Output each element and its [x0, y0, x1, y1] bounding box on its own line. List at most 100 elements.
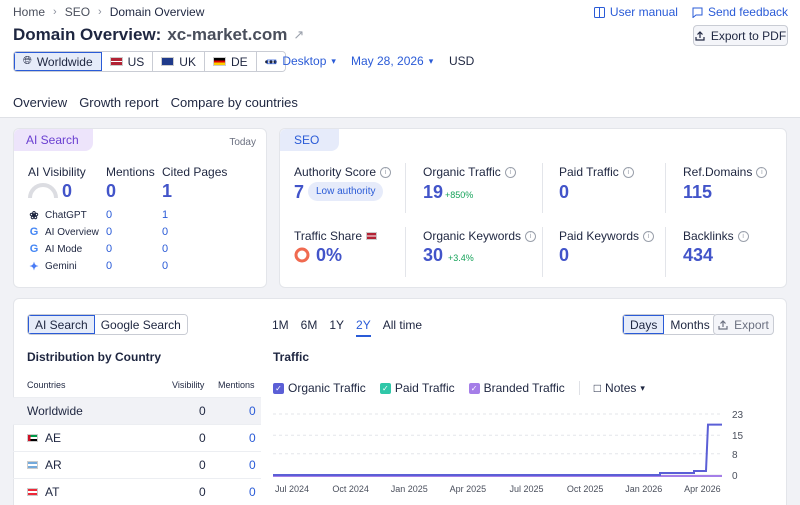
row-country: AT — [45, 485, 60, 499]
table-row[interactable]: AT 0 0 — [13, 478, 261, 505]
date-select[interactable]: May 28, 2026 ▾ — [351, 54, 433, 68]
source-mentions[interactable]: 0 — [106, 209, 113, 221]
export-pdf-button[interactable]: Export to PDF — [693, 25, 788, 46]
range-tabs: 1M 6M 1Y 2Y All time — [272, 318, 422, 337]
source-cited[interactable]: 0 — [162, 226, 169, 238]
source-ai-overview: G AI Overview — [28, 226, 99, 238]
range-2y[interactable]: 2Y — [356, 318, 371, 337]
organic-traffic-label: Organic Traffic i — [423, 165, 516, 179]
db-tab-uk[interactable]: UK — [153, 52, 205, 71]
info-icon[interactable]: i — [525, 230, 537, 242]
backlinks-label: Backlinks i — [683, 229, 749, 243]
breadcrumb-seo[interactable]: SEO — [64, 5, 91, 19]
ai-visibility-value[interactable]: 0 — [62, 181, 73, 201]
more-databases-button[interactable]: ••• — [256, 52, 286, 71]
notes-button[interactable]: □ Notes ▾ — [594, 381, 645, 395]
row-mentions[interactable]: 0 — [249, 404, 256, 418]
breadcrumb-home[interactable]: Home — [13, 5, 46, 19]
device-select[interactable]: ▭ Desktop ▾ — [266, 54, 336, 68]
row-mentions[interactable]: 0 — [249, 485, 256, 499]
gemini-icon: ✦ — [29, 261, 39, 273]
info-icon[interactable]: i — [737, 230, 749, 242]
chevron-down-icon: ▾ — [428, 55, 434, 66]
backlinks-value[interactable]: 434 — [683, 245, 714, 265]
info-icon[interactable]: i — [643, 230, 655, 242]
organic-traffic-value[interactable]: 19 — [423, 182, 444, 202]
external-link-icon[interactable]: ↗ — [293, 27, 305, 42]
table-row[interactable]: Worldwide 0 0 — [13, 397, 261, 424]
export-button[interactable]: Export — [713, 314, 774, 335]
table-row[interactable]: AR 0 0 — [13, 451, 261, 478]
source-gemini: ✦ Gemini — [28, 260, 76, 273]
x-tick-label: Jul 2024 — [275, 484, 309, 494]
source-cited[interactable]: 1 — [162, 209, 169, 221]
x-axis-ticks: Jul 2024 Oct 2024 Jan 2025 Apr 2025 Jul 2025… — [275, 484, 721, 494]
row-visibility: 0 — [199, 431, 206, 445]
database-tabs: 🌐︎ Worldwide US UK DE ••• — [13, 51, 287, 72]
paid-keywords-value[interactable]: 0 — [559, 245, 570, 265]
info-icon[interactable]: i — [756, 166, 768, 178]
send-feedback-link[interactable]: Send feedback — [692, 5, 788, 19]
ref-domains-value[interactable]: 115 — [683, 182, 713, 202]
source-mentions[interactable]: 0 — [106, 243, 113, 255]
tab-compare-by-countries[interactable]: Compare by countries — [170, 95, 298, 110]
row-mentions[interactable]: 0 — [249, 431, 256, 445]
legend-paid[interactable]: ✓ Paid Traffic — [379, 381, 455, 395]
row-mentions[interactable]: 0 — [249, 458, 256, 472]
range-all-time[interactable]: All time — [382, 318, 423, 332]
user-manual-link[interactable]: User manual — [593, 5, 678, 19]
toggle-google-search[interactable]: Google Search — [94, 315, 187, 334]
source-mentions[interactable]: 0 — [106, 260, 113, 272]
range-1y[interactable]: 1Y — [329, 318, 345, 332]
device-label: Desktop — [282, 54, 327, 68]
user-manual-label: User manual — [609, 5, 678, 19]
notes-label: Notes — [605, 381, 637, 395]
source-chatgpt: ❀ ChatGPT — [28, 209, 86, 222]
legend-organic[interactable]: ✓ Organic Traffic — [273, 381, 366, 395]
book-icon — [593, 6, 605, 18]
x-tick-label: Apr 2026 — [684, 484, 721, 494]
x-tick-label: Apr 2025 — [450, 484, 487, 494]
info-icon[interactable]: i — [380, 166, 392, 178]
source-mentions[interactable]: 0 — [106, 226, 113, 238]
visibility-gauge-icon — [28, 183, 58, 199]
us-flag-icon — [366, 232, 378, 240]
y-tick-label: 15 — [732, 431, 744, 442]
legend-branded[interactable]: ✓ Branded Traffic — [468, 381, 565, 395]
export-icon — [718, 319, 728, 330]
toggle-days[interactable]: Days — [623, 315, 665, 334]
y-tick-label: 23 — [732, 410, 744, 421]
source-cited[interactable]: 0 — [162, 243, 169, 255]
traffic-share-value[interactable]: 0% — [316, 245, 343, 265]
authority-badge: Low authority — [308, 182, 384, 201]
paid-traffic-value[interactable]: 0 — [559, 182, 570, 202]
info-icon[interactable]: i — [504, 166, 516, 178]
tab-growth-report[interactable]: Growth report — [79, 95, 159, 110]
paid-keywords-label: Paid Keywords i — [559, 229, 655, 243]
toggle-months[interactable]: Months — [664, 315, 716, 334]
globe-icon: 🌐︎ — [23, 55, 32, 67]
db-tab-worldwide[interactable]: 🌐︎ Worldwide — [14, 52, 102, 71]
send-feedback-label: Send feedback — [707, 5, 788, 19]
desktop-icon: ▭ — [266, 54, 278, 68]
x-tick-label: Oct 2024 — [332, 484, 369, 494]
checkbox-icon: ✓ — [379, 382, 391, 394]
organic-keywords-delta: +3.4% — [448, 253, 474, 263]
source-cited[interactable]: 0 — [162, 260, 169, 272]
organic-keywords-value[interactable]: 30 — [423, 245, 444, 265]
db-tab-de[interactable]: DE — [204, 52, 257, 71]
ar-flag-icon — [27, 461, 38, 469]
mentions-value[interactable]: 0 — [106, 181, 117, 201]
db-tab-us[interactable]: US — [101, 52, 154, 71]
toggle-ai-search[interactable]: AI Search — [28, 315, 95, 334]
currency-label: USD — [449, 54, 475, 68]
range-6m[interactable]: 6M — [300, 318, 318, 332]
col-mentions: Mentions — [218, 380, 255, 390]
table-row[interactable]: AE 0 0 — [13, 424, 261, 451]
cited-pages-value[interactable]: 1 — [162, 181, 173, 201]
authority-score-value[interactable]: 7 — [294, 182, 305, 202]
title-domain: xc-market.com — [167, 25, 288, 44]
info-icon[interactable]: i — [622, 166, 634, 178]
range-1m[interactable]: 1M — [272, 318, 289, 332]
